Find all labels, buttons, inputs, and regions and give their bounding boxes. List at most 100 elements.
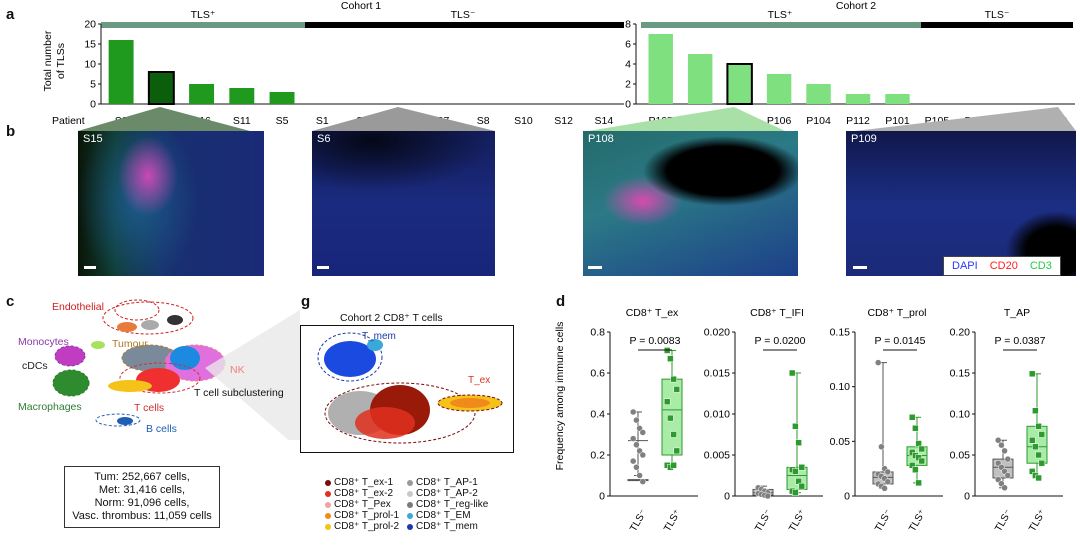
y-tick-label: 0.05 — [950, 450, 971, 462]
y-tick-label: 0.10 — [950, 409, 971, 421]
y-tick-label: 5 — [90, 79, 96, 91]
data-point — [1004, 455, 1012, 463]
legend-item: CD8⁺ T_prol-1 — [325, 510, 399, 521]
scale-bar — [84, 266, 96, 269]
boxplot-4: T_AP 0 0.05 0.10 0.15 0.20 TLS⁻ TLS⁺ P = 0.0387 — [950, 307, 1063, 534]
category-P101: P101 — [885, 115, 910, 127]
data-point — [792, 489, 799, 496]
bar-P107 — [648, 34, 673, 104]
bar-P101 — [885, 94, 910, 104]
group-label: TLS⁻ — [753, 508, 774, 534]
patient-label: Patient — [52, 115, 85, 127]
group-label: TLS⁺ — [907, 508, 928, 534]
cohort2-title: Cohort 2 — [836, 0, 876, 12]
data-point — [639, 478, 647, 485]
label-t-cell-subclustering: T cell subclustering — [194, 387, 284, 399]
data-point — [788, 369, 796, 377]
y-tick-label: 0 — [964, 491, 970, 503]
boxplot-title: T_AP — [1004, 307, 1030, 319]
bar-P106 — [766, 74, 792, 104]
y-tick-label: 0 — [625, 99, 631, 111]
data-point — [629, 408, 637, 416]
data-point — [1001, 484, 1008, 492]
panel-g-title: Cohort 2 CD8⁺ T cells — [340, 312, 443, 324]
scale-bar — [588, 266, 602, 269]
panel-a-ylabel-line2: of TLSs — [55, 43, 67, 79]
legend-swatch — [407, 523, 413, 530]
legend-item: CD8⁺ T_ex-2 — [325, 488, 399, 499]
y-tick-label: 0.020 — [704, 327, 730, 339]
panel-g-legend-col2: CD8⁺ T_AP-1 CD8⁺ T_AP-2 CD8⁺ T_reg-like CD8… — [407, 477, 488, 532]
count-met: Met: 31,416 cells, — [98, 484, 186, 496]
cohort1-tls-pos-bar — [101, 22, 305, 28]
data-point — [633, 464, 640, 471]
legend-item: CD8⁺ T_AP-1 — [407, 477, 488, 488]
legend-cd20: CD20 — [989, 260, 1018, 272]
data-point — [798, 464, 806, 471]
legend-swatch — [325, 490, 331, 497]
panel-label-g: g — [301, 293, 311, 310]
data-point — [667, 414, 674, 422]
data-point — [998, 441, 1005, 449]
scale-bar — [317, 266, 329, 269]
data-point — [667, 355, 674, 362]
bar-S3 — [108, 40, 134, 104]
y-tick-label: 10 — [84, 59, 96, 71]
legend-cd3: CD3 — [1029, 260, 1052, 272]
data-point — [1035, 423, 1042, 430]
y-tick-label: 0.6 — [590, 368, 605, 380]
data-point — [884, 468, 892, 476]
bar-P112 — [845, 94, 871, 104]
legend-text: CD8⁺ T_EM — [416, 510, 471, 521]
data-point — [673, 386, 681, 393]
label-b-cells: B cells — [146, 423, 177, 435]
y-tick-label: 20 — [84, 19, 96, 31]
label-tmem: T_mem — [362, 331, 396, 342]
bar-S5 — [269, 92, 295, 104]
category-P112: P112 — [846, 115, 870, 127]
scale-bar — [853, 266, 867, 269]
micrograph-p108-label: P108 — [588, 133, 614, 145]
legend-text: CD8⁺ T_reg-like — [416, 499, 489, 510]
legend-text: CD8⁺ T_ex-1 — [334, 477, 394, 488]
data-point — [912, 466, 919, 474]
data-point — [912, 424, 919, 432]
legend-item: CD8⁺ T_EM — [407, 510, 488, 521]
data-point — [670, 375, 677, 383]
cohort2-tls-pos-bar — [641, 22, 921, 28]
data-point — [1035, 474, 1042, 482]
data-point — [629, 435, 637, 442]
cohort2-bars: 02468P107P102P108P106P104P112P101P105P11… — [625, 19, 1075, 127]
y-tick-label: 0 — [599, 491, 605, 503]
boxplot-title: CD8⁺ T_prol — [867, 307, 926, 319]
group-label: TLS⁻ — [993, 508, 1014, 534]
bar-S11 — [229, 88, 255, 104]
label-tumour: Tumour — [112, 338, 148, 350]
boxplot-3: CD8⁺ T_prol 0 0.05 0.10 0.15 TLS⁻ TLS⁺ P = 0.01… — [830, 307, 943, 534]
box — [627, 479, 649, 482]
legend-dapi: DAPI — [952, 260, 978, 272]
data-point — [795, 439, 802, 446]
cohort1-tls-neg-bar — [305, 22, 624, 28]
category-S11: S11 — [233, 115, 251, 127]
cohort1-title: Cohort 1 — [341, 0, 381, 12]
panel-d-ylabel: Frequency among immune cells — [555, 322, 566, 471]
legend-text: CD8⁺ T_AP-1 — [416, 477, 478, 488]
legend-swatch — [325, 523, 331, 530]
panel-a-ylabel-line1: Total number — [42, 30, 54, 91]
panel-d-boxplots: Frequency among immune cells CD8⁺ T_ex 0 0.… — [555, 307, 1063, 534]
y-tick-label: 0.010 — [704, 409, 730, 421]
legend-text: CD8⁺ T_prol-1 — [334, 510, 400, 521]
micrograph-p109-label: P109 — [851, 133, 877, 145]
micrograph-s15-label: S15 — [83, 133, 103, 145]
group-label: TLS⁺ — [662, 508, 683, 534]
cohort1-tls-neg: TLS⁻ — [451, 9, 476, 21]
cohort2-tls-pos: TLS⁺ — [768, 9, 793, 21]
legend-item: CD8⁺ T_reg-like — [407, 499, 488, 510]
panel-g-legend-col1: CD8⁺ T_ex-1 CD8⁺ T_ex-2 CD8⁺ T_Pex CD8⁺ T_p… — [325, 477, 399, 532]
legend-swatch — [407, 490, 413, 497]
data-point — [1001, 447, 1008, 455]
data-point — [639, 451, 647, 459]
data-point — [798, 482, 806, 490]
legend-text: CD8⁺ T_prol-2 — [334, 521, 400, 532]
